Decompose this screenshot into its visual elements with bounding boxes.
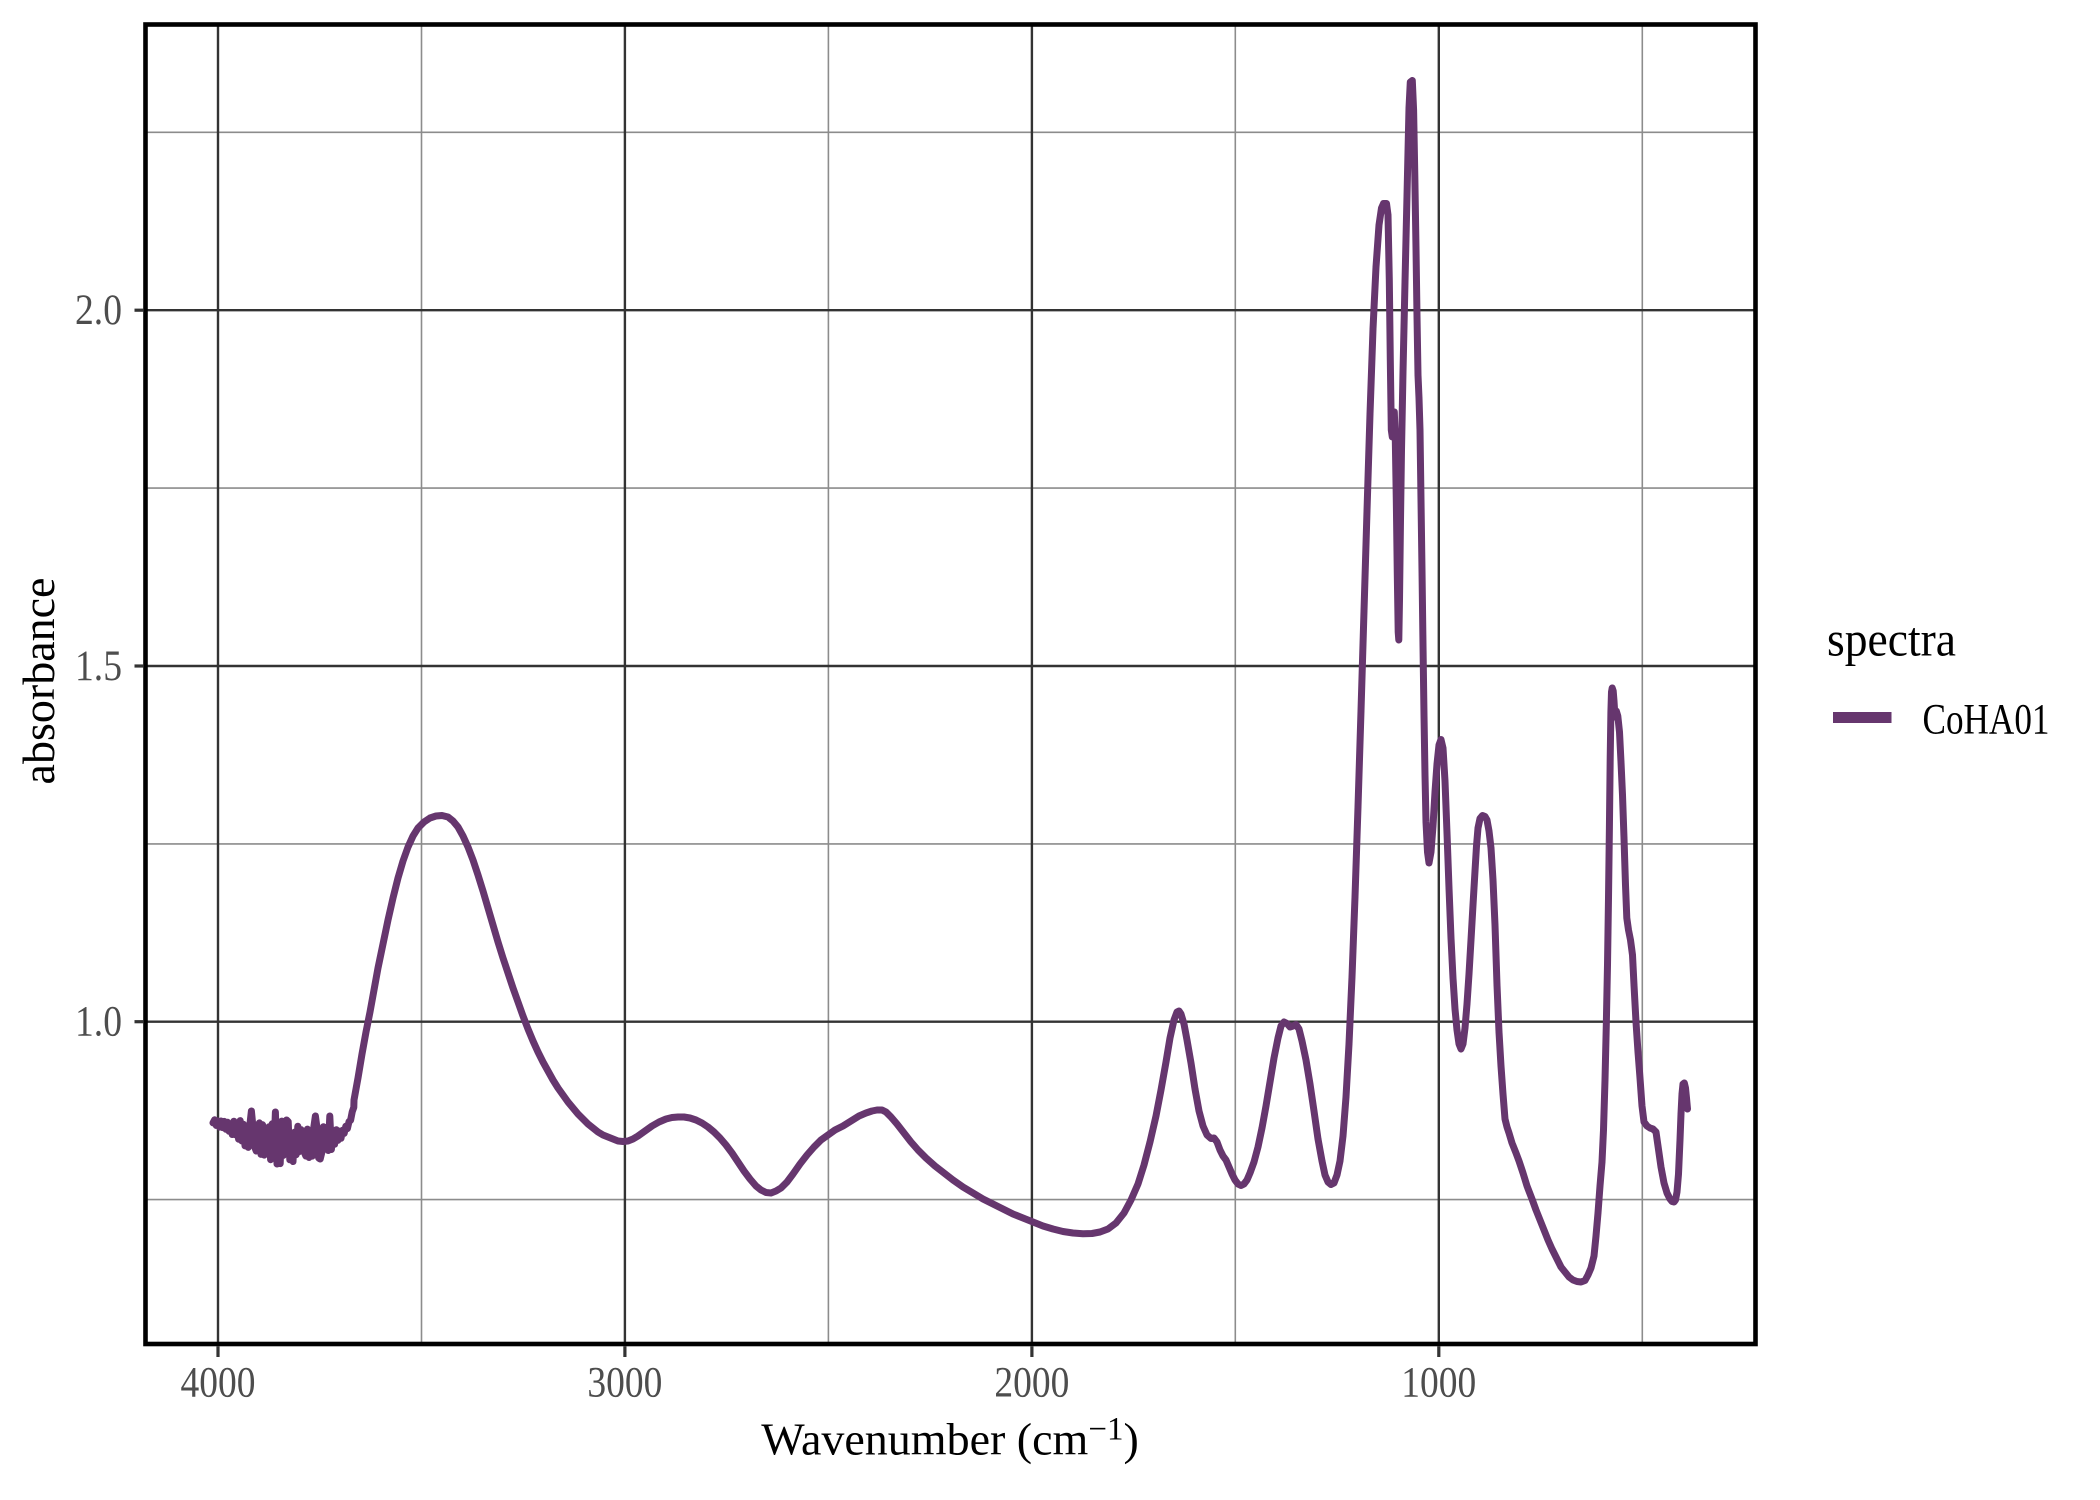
svg-text:2000: 2000	[994, 1360, 1069, 1407]
svg-text:absorbance: absorbance	[13, 578, 64, 785]
svg-text:1.0: 1.0	[75, 999, 122, 1046]
svg-text:1.5: 1.5	[75, 643, 122, 690]
svg-text:Wavenumber (cm−1): Wavenumber (cm−1)	[761, 1411, 1139, 1464]
svg-text:4000: 4000	[181, 1360, 256, 1407]
svg-text:3000: 3000	[587, 1360, 662, 1407]
svg-text:1000: 1000	[1401, 1360, 1476, 1407]
svg-text:spectra: spectra	[1827, 612, 1956, 667]
svg-text:CoHA01: CoHA01	[1923, 697, 2050, 744]
svg-text:2.0: 2.0	[75, 287, 122, 334]
